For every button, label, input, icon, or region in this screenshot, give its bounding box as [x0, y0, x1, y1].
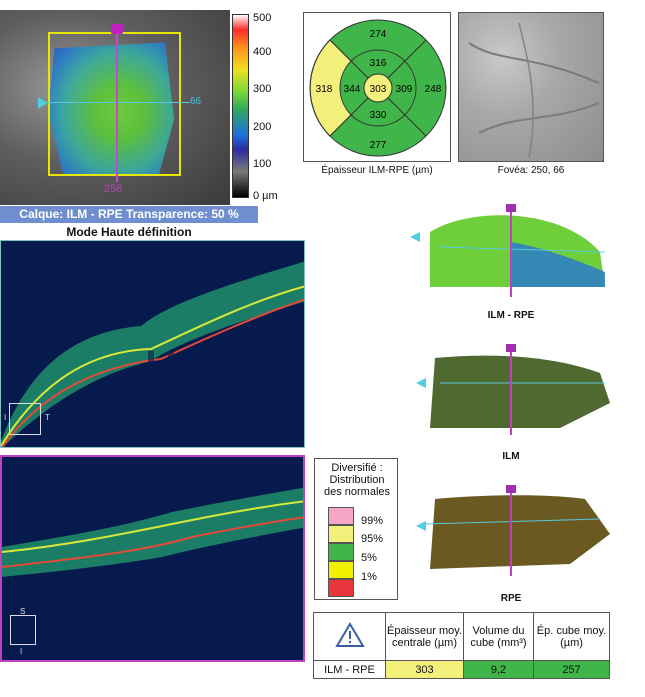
value-central-thickness: 303 — [385, 660, 464, 679]
colorbar-label-0: 0 µm — [253, 190, 278, 202]
fovea-image[interactable] — [458, 12, 604, 162]
value-cube-volume: 9,2 — [463, 660, 534, 679]
colorbar-label-400: 400 — [253, 46, 272, 58]
legend-label-95: 95% — [361, 533, 384, 545]
sector-grid-caption: Épaisseur ILM-RPE (µm) — [321, 165, 433, 176]
thickness-overlay — [48, 42, 175, 176]
orientation-box — [9, 403, 41, 435]
bscan-vertical[interactable]: S I — [0, 455, 305, 662]
warning-icon — [334, 622, 365, 647]
scan-area-box — [48, 32, 181, 176]
sector-outer-top-value: 274 — [370, 29, 387, 40]
colorbar-label-500: 500 — [253, 12, 272, 24]
sector-center-value: 303 — [370, 84, 387, 95]
legend-swatch-99 — [328, 507, 354, 525]
orientation-bottom-label: I — [20, 647, 23, 656]
sector-outer-left-value: 318 — [316, 84, 333, 95]
sector-outer-bottom-value: 277 — [370, 140, 387, 151]
legend-title-line: Distribution — [329, 474, 385, 486]
orientation-right-label: T — [45, 413, 50, 422]
legend-swatch-5 — [328, 543, 354, 561]
value-cube-avg-thickness: 257 — [533, 660, 610, 679]
vertical-scan-line[interactable] — [116, 28, 118, 182]
legend-label-1: 1% — [361, 571, 377, 583]
sector-inner-top-value: 316 — [370, 58, 387, 69]
header-cube-avg-thickness: Ép. cube moy. (µm) — [533, 612, 610, 661]
orientation-box — [10, 615, 36, 645]
orientation-top-label: S — [20, 607, 26, 616]
orientation-left-label: I — [4, 413, 7, 422]
colorbar-label-100: 100 — [253, 158, 272, 170]
header-central-thickness: Épaisseur moy. centrale (µm) — [385, 612, 464, 661]
sector-inner-bottom-value: 330 — [370, 110, 387, 121]
thickness-colorbar — [232, 14, 249, 198]
layer-transparency-banner[interactable]: Calque: ILM - RPE Transparence: 50 % — [0, 206, 258, 223]
legend-title-line: des normales — [323, 486, 391, 498]
legend-title: Diversifié : Distribution des normales — [315, 462, 399, 498]
legend-swatch-95 — [328, 525, 354, 543]
bscan-horizontal[interactable]: I T — [0, 240, 305, 448]
colorbar-label-300: 300 — [253, 83, 272, 95]
ilm-rpe-3d-surface[interactable] — [410, 202, 612, 302]
sector-outer-right-value: 248 — [425, 84, 442, 95]
sector-center-fill — [363, 73, 393, 103]
sector-grid-chart: 303 316 344 309 330 274 318 248 277 — [309, 19, 447, 157]
ilm-surface-label: ILM — [502, 451, 520, 462]
y-coordinate-label: 66 — [190, 96, 202, 107]
ilm-3d-surface[interactable] — [410, 343, 612, 438]
rpe-surface-label: RPE — [500, 593, 522, 604]
scan-line-handle[interactable] — [111, 24, 123, 34]
hd-mode-label: Mode Haute définition — [66, 225, 192, 239]
scan-line-arrow-icon[interactable] — [38, 97, 47, 109]
sector-inner-right-value: 309 — [396, 84, 413, 95]
legend-title-line: Diversifié : — [331, 462, 383, 474]
colorbar-label-200: 200 — [253, 121, 272, 133]
x-coordinate-label: 256 — [104, 183, 123, 195]
row-label: ILM - RPE — [313, 660, 386, 679]
fovea-caption: Fovéa: 250, 66 — [497, 165, 565, 176]
sector-inner-left-value: 344 — [344, 84, 361, 95]
warning-cell — [313, 612, 386, 661]
horizontal-scan-line[interactable] — [40, 102, 190, 103]
sector-grid-panel: 303 316 344 309 330 274 318 248 277 — [303, 12, 451, 162]
results-table: Épaisseur moy. centrale (µm) Volume du c… — [313, 612, 610, 679]
legend-swatch-1 — [328, 561, 354, 579]
rpe-3d-surface[interactable] — [410, 484, 612, 579]
ilm-rpe-surface-label: ILM - RPE — [487, 310, 535, 321]
header-cube-volume: Volume du cube (mm³) — [463, 612, 534, 661]
normative-distribution-legend: Diversifié : Distribution des normales 9… — [314, 458, 398, 600]
legend-label-99: 99% — [361, 515, 384, 527]
legend-label-5: 5% — [361, 552, 377, 564]
legend-swatch-red — [328, 579, 354, 597]
